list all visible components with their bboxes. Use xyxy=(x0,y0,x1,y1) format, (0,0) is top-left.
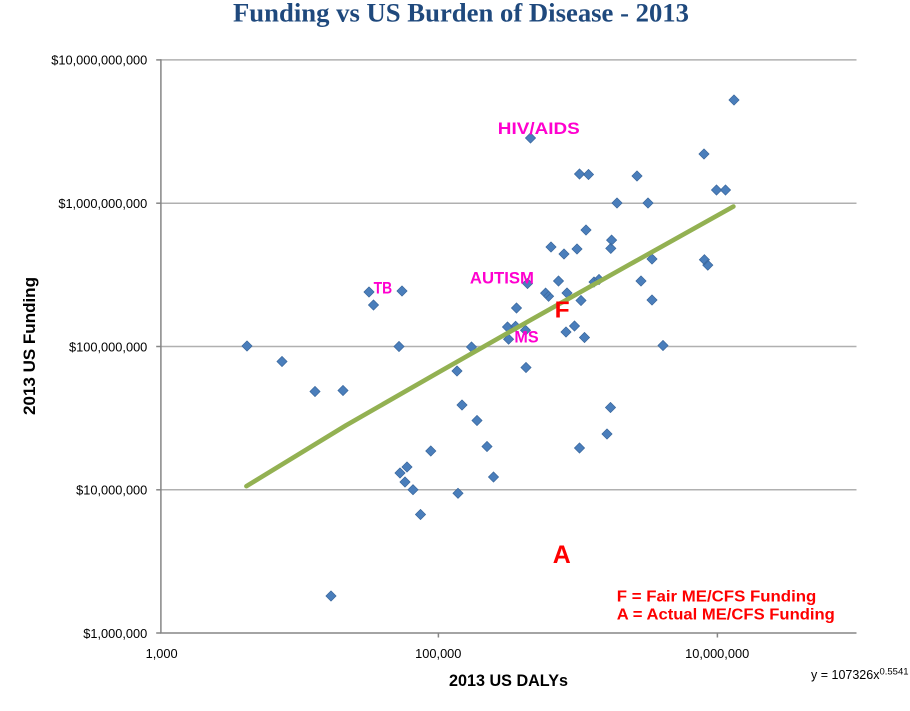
svg-text:MS: MS xyxy=(514,328,538,347)
svg-text:F = Fair ME/CFS Funding: F = Fair ME/CFS Funding xyxy=(617,588,817,605)
svg-text:AUTISM: AUTISM xyxy=(470,268,534,287)
svg-text:$10,000,000,000: $10,000,000,000 xyxy=(51,53,147,68)
svg-text:$10,000,000: $10,000,000 xyxy=(76,483,147,498)
svg-text:1,000: 1,000 xyxy=(146,646,178,661)
svg-text:$1,000,000: $1,000,000 xyxy=(83,626,147,641)
svg-text:$1,000,000,000: $1,000,000,000 xyxy=(58,196,147,211)
svg-text:Funding vs US Burden of Diseas: Funding vs US Burden of Disease - 2013 xyxy=(233,0,689,28)
svg-text:2013 US DALYs: 2013 US DALYs xyxy=(449,671,568,690)
svg-text:HIV/AIDS: HIV/AIDS xyxy=(498,119,580,138)
svg-text:10,000,000: 10,000,000 xyxy=(685,646,749,661)
svg-text:TB: TB xyxy=(374,278,393,297)
svg-text:$100,000,000: $100,000,000 xyxy=(69,339,147,354)
svg-text:2013 US Funding: 2013 US Funding xyxy=(20,277,39,415)
svg-text:F: F xyxy=(555,297,570,323)
svg-text:A: A xyxy=(553,541,571,569)
svg-text:A = Actual ME/CFS Funding: A = Actual ME/CFS Funding xyxy=(617,607,835,624)
svg-text:100,000: 100,000 xyxy=(415,646,461,661)
